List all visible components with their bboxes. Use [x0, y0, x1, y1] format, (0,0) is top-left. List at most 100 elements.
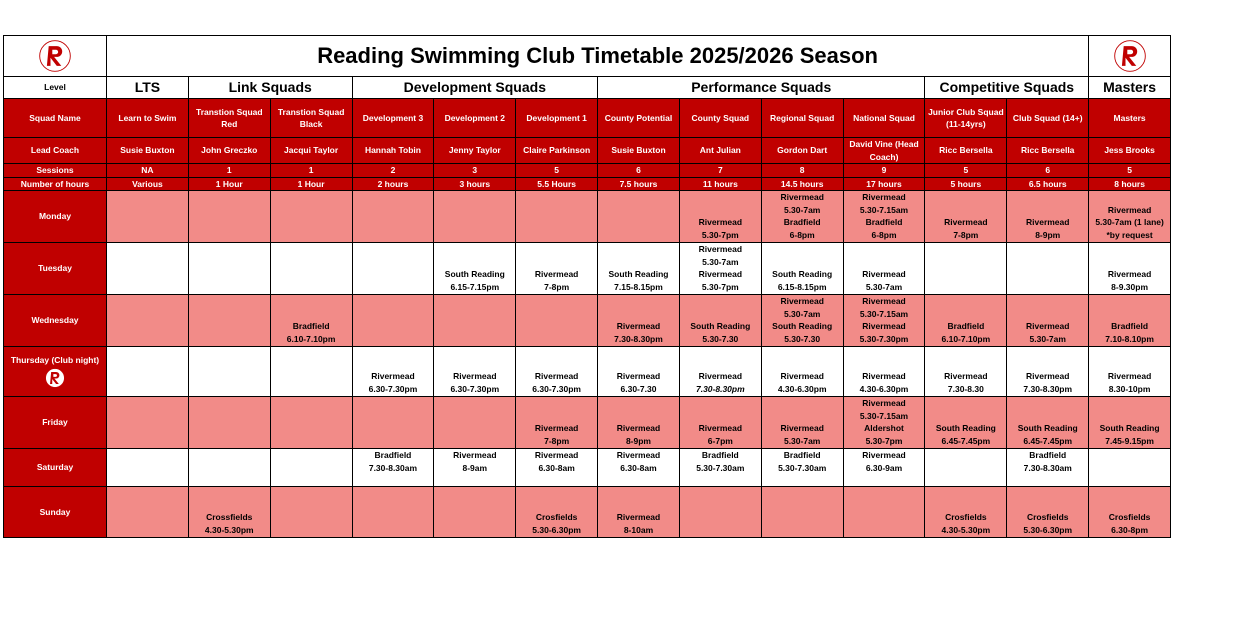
session-line: Rivermead	[534, 371, 579, 381]
coaches-cell: Jacqui Taylor	[269, 137, 353, 164]
session-cell	[106, 190, 189, 243]
session-cell: Bradfield 6.10-7.10pm	[924, 294, 1008, 347]
session-line: 5.30-7.15am	[859, 308, 909, 319]
session-cell	[842, 486, 926, 538]
session-line: South Reading	[935, 423, 996, 433]
session-line: Crossfields	[206, 512, 253, 522]
session-cell: Rivermead 6.30-9am	[842, 448, 926, 487]
session-cell	[106, 294, 189, 347]
session-cell: Rivermead 6.30-7.30pm	[515, 346, 599, 397]
session-cell: South Reading 6.45-7.45pm	[1006, 396, 1090, 449]
session-cell	[269, 242, 353, 295]
sessions-cell: 6	[1006, 163, 1090, 178]
title: Reading Swimming Club Timetable 2025/202…	[105, 35, 1090, 77]
session-cell: Bradfield 6.10-7.10pm	[269, 294, 353, 347]
session-cell	[351, 396, 435, 449]
session-line: Bradfield	[1029, 450, 1067, 460]
coaches-cell: Jenny Taylor	[433, 137, 517, 164]
sessions-cell: 8	[760, 163, 844, 178]
session-line: 6.30-7.30	[620, 383, 657, 394]
session-cell: Rivermead 6.30-7.30pm	[433, 346, 517, 397]
session-line: Rivermead	[698, 217, 743, 227]
session-cell	[433, 396, 517, 449]
session-line: 6.45-7.45pm	[941, 435, 991, 446]
session-line: Aldershot	[864, 423, 904, 433]
session-line: Bradfield	[374, 450, 412, 460]
session-line: 6.30-7.30pm	[368, 383, 418, 394]
session-line: 8.30-10pm	[1108, 383, 1151, 394]
session-cell: Rivermead 7.30-8.30pm	[678, 346, 762, 397]
sessions-cell: 5	[924, 163, 1008, 178]
sessions-cell: 1	[187, 163, 271, 178]
session-line: Rivermead	[453, 371, 497, 381]
day-row: Friday Rivermead 7-8pm Rivermead 8-9pm Riverm…	[3, 396, 1172, 449]
group-header: Masters	[1088, 76, 1172, 99]
session-line: 7.10-8.10pm	[1105, 333, 1154, 344]
session-line: 7.30-8.30	[947, 383, 984, 394]
group-header: LTS	[106, 76, 189, 99]
session-line: Rivermead	[1025, 321, 1070, 331]
session-cell: Rivermead 8-9am	[433, 448, 517, 487]
session-cell: Rivermead 5.30-7.15am Aldershot 5.30-7pm	[842, 396, 926, 449]
session-line: 8-9am	[462, 462, 488, 473]
session-line: Bradfield	[701, 450, 739, 460]
session-cell: Rivermead 6.30-7.30pm	[351, 346, 435, 397]
session-line: *by request	[1106, 229, 1153, 240]
day-label: Saturday	[3, 448, 107, 487]
squads-cell: Learn to Swim	[106, 98, 189, 138]
hours-cell: 2 hours	[351, 176, 435, 191]
session-cell: Rivermead 5.30-7pm	[678, 190, 762, 243]
session-line: 5.30-7am	[702, 256, 739, 267]
squads-cell: County Squad	[678, 98, 762, 138]
squads-cell: County Potential	[597, 98, 680, 138]
sessions-cell: 7	[678, 163, 762, 178]
session-line: Rivermead	[534, 269, 579, 279]
level-label: Level	[3, 76, 107, 99]
session-line: Rivermead	[616, 371, 661, 381]
session-line: Crosfields	[945, 512, 987, 522]
session-line: Rivermead	[780, 371, 824, 381]
session-line: Rivermead	[862, 398, 906, 408]
day-row: Tuesday South Reading 6.15-7.15pm Rivermead…	[3, 242, 1172, 295]
session-cell	[678, 486, 762, 538]
day-label: Tuesday	[3, 242, 107, 295]
session-line: 6.45-7.45pm	[1023, 435, 1073, 446]
session-cell: Rivermead 8-9pm	[597, 396, 680, 449]
session-line: Rivermead	[780, 296, 824, 306]
session-line: South Reading	[444, 269, 505, 279]
session-cell	[515, 190, 599, 243]
session-line: Rivermead	[780, 423, 824, 433]
day-label: Friday	[3, 396, 107, 449]
session-cell: Bradfield 7.30-8.30am	[351, 448, 435, 487]
day-row: Wednesday Bradfield 6.10-7.10pm Rivermead 7.…	[3, 294, 1172, 347]
session-cell	[433, 294, 517, 347]
session-cell: Rivermead 7-8pm	[515, 242, 599, 295]
sessions-cell: 1	[269, 163, 353, 178]
session-line: South Reading	[772, 321, 833, 331]
logo-cell	[3, 35, 107, 77]
session-line: Rivermead	[862, 371, 906, 381]
session-line: Rivermead	[698, 423, 743, 433]
hours-cell: 17 hours	[842, 176, 926, 191]
session-line: Rivermead	[862, 192, 906, 202]
session-line: Bradfield	[1111, 321, 1149, 331]
session-cell: Rivermead 8-9.30pm	[1088, 242, 1172, 295]
session-line: 7-8pm	[544, 281, 570, 292]
session-line: Rivermead	[616, 423, 661, 433]
session-line: Rivermead	[1107, 204, 1152, 215]
session-cell: Rivermead 5.30-7.15am Bradfield 6-8pm	[842, 190, 926, 243]
session-line: 7.30-8.30am	[1023, 462, 1072, 473]
session-line: 8-9pm	[625, 435, 651, 446]
squads-cell: Regional Squad	[760, 98, 844, 138]
session-cell: Rivermead 7-8pm	[515, 396, 599, 449]
session-line: 6.30-8pm	[1111, 524, 1149, 535]
session-line: Rivermead	[698, 269, 743, 279]
hours-cell: 8 hours	[1088, 176, 1172, 191]
session-line: Rivermead	[534, 450, 579, 460]
session-line: Rivermead	[616, 321, 661, 331]
session-cell: South Reading 5.30-7.30	[678, 294, 762, 347]
coaches-row: Lead Coach Susie Buxton John Greczko Jacqui…	[3, 137, 1172, 164]
session-line: South Reading	[1017, 423, 1078, 433]
session-line: Rivermead	[944, 371, 988, 381]
